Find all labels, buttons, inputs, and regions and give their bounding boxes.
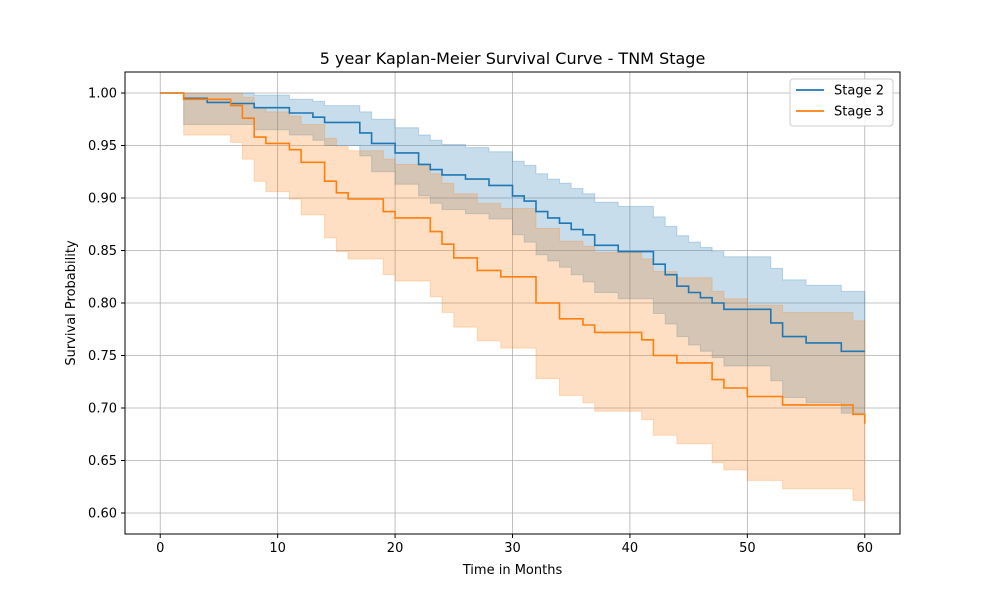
survival-lines	[160, 92, 866, 424]
y-axis-label: Survival Probability	[64, 240, 79, 366]
y-tick-label: 0.65	[88, 454, 117, 469]
confidence-bands	[160, 92, 866, 513]
x-axis-label: Time in Months	[462, 563, 563, 578]
y-tick-label: 0.75	[88, 349, 117, 364]
x-tick-label: 60	[856, 541, 873, 556]
legend: Stage 2 Stage 3	[789, 78, 894, 127]
y-axis-ticks: 0.60 0.65 0.70 0.75 0.80 0.85 0.90 0.95 1.00	[88, 87, 125, 522]
chart-title: 5 year Kaplan-Meier Survival Curve - TNM…	[320, 49, 706, 68]
y-tick-label: 1.00	[88, 87, 117, 102]
x-tick-label: 10	[269, 541, 286, 556]
y-tick-label: 0.90	[88, 192, 117, 207]
x-tick-label: 50	[739, 541, 756, 556]
confidence-band-series-2	[160, 92, 866, 513]
confidence-band-series-1	[160, 92, 866, 414]
legend-label-series-1: Stage 2	[834, 84, 884, 99]
legend-label-series-2: Stage 3	[834, 105, 884, 120]
y-tick-label: 0.60	[88, 507, 117, 522]
y-tick-label: 0.95	[88, 139, 117, 154]
x-axis-ticks: 0 10 20 30 40 50 60	[156, 534, 873, 556]
x-tick-label: 20	[387, 541, 404, 556]
y-tick-label: 0.80	[88, 297, 117, 312]
y-tick-label: 0.70	[88, 402, 117, 417]
y-tick-label: 0.85	[88, 244, 117, 259]
survival-line-series-2	[160, 92, 866, 424]
x-tick-label: 0	[156, 541, 164, 556]
x-tick-label: 30	[504, 541, 521, 556]
survival-line-series-1	[160, 92, 865, 353]
x-tick-label: 40	[622, 541, 639, 556]
